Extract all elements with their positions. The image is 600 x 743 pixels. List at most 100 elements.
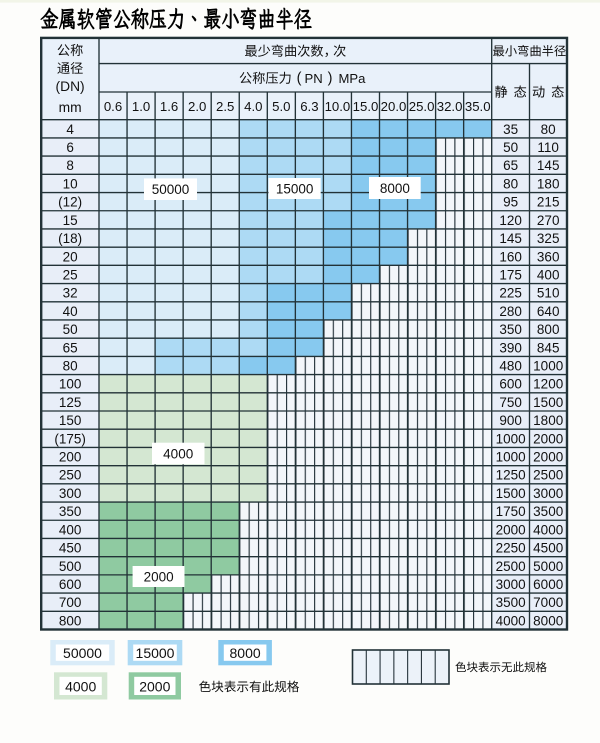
svg-text:5.0: 5.0 bbox=[272, 99, 290, 114]
svg-text:(175): (175) bbox=[54, 431, 86, 446]
svg-text:270: 270 bbox=[537, 213, 560, 228]
svg-text:125: 125 bbox=[59, 395, 82, 410]
svg-text:2000: 2000 bbox=[533, 450, 563, 465]
svg-text:35.0: 35.0 bbox=[465, 99, 491, 114]
svg-text:750: 750 bbox=[499, 395, 522, 410]
svg-text:300: 300 bbox=[59, 486, 82, 501]
svg-text:0.6: 0.6 bbox=[104, 99, 122, 114]
svg-text:1000: 1000 bbox=[496, 431, 526, 446]
svg-text:700: 700 bbox=[59, 595, 82, 610]
svg-text:400: 400 bbox=[59, 522, 82, 537]
svg-text:7000: 7000 bbox=[533, 595, 563, 610]
svg-text:15.0: 15.0 bbox=[353, 99, 379, 114]
svg-text:4000: 4000 bbox=[496, 613, 526, 628]
svg-text:80: 80 bbox=[503, 176, 518, 191]
svg-text:110: 110 bbox=[537, 140, 559, 155]
svg-text:100: 100 bbox=[59, 377, 82, 392]
svg-text:1200: 1200 bbox=[533, 377, 563, 392]
svg-text:15000: 15000 bbox=[136, 645, 175, 661]
svg-text:400: 400 bbox=[537, 268, 560, 283]
svg-text:350: 350 bbox=[59, 504, 82, 519]
svg-text:3000: 3000 bbox=[533, 486, 563, 501]
svg-text:PN: PN bbox=[305, 71, 323, 86]
svg-text:4500: 4500 bbox=[533, 541, 563, 556]
svg-text:(12): (12) bbox=[58, 195, 82, 210]
svg-text:4000: 4000 bbox=[65, 678, 96, 694]
svg-text:MPa: MPa bbox=[339, 71, 367, 86]
svg-text:3500: 3500 bbox=[496, 595, 526, 610]
svg-text:480: 480 bbox=[499, 359, 522, 374]
svg-text:8000: 8000 bbox=[380, 181, 410, 196]
svg-text:390: 390 bbox=[499, 340, 522, 355]
svg-text:175: 175 bbox=[499, 268, 522, 283]
svg-text:640: 640 bbox=[537, 304, 560, 319]
svg-text:1500: 1500 bbox=[496, 486, 526, 501]
svg-text:6000: 6000 bbox=[533, 577, 563, 592]
svg-text:65: 65 bbox=[503, 158, 518, 173]
svg-text:5000: 5000 bbox=[533, 559, 563, 574]
svg-text:225: 225 bbox=[499, 286, 522, 301]
svg-text:2000: 2000 bbox=[144, 570, 174, 585]
svg-text:250: 250 bbox=[59, 468, 82, 483]
svg-text:800: 800 bbox=[537, 322, 560, 337]
svg-text:1.0: 1.0 bbox=[132, 99, 150, 114]
svg-text:845: 845 bbox=[537, 340, 560, 355]
svg-text:510: 510 bbox=[537, 286, 560, 301]
svg-text:10.0: 10.0 bbox=[325, 99, 351, 114]
svg-text:2250: 2250 bbox=[496, 541, 526, 556]
svg-text:1250: 1250 bbox=[496, 468, 526, 483]
svg-text:1800: 1800 bbox=[533, 413, 563, 428]
svg-text:360: 360 bbox=[537, 249, 560, 264]
svg-text:32.0: 32.0 bbox=[437, 99, 463, 114]
svg-text:500: 500 bbox=[59, 559, 82, 574]
svg-text:215: 215 bbox=[537, 195, 560, 210]
svg-text:4: 4 bbox=[66, 122, 74, 137]
svg-text:80: 80 bbox=[541, 122, 556, 137]
svg-text:450: 450 bbox=[59, 541, 82, 556]
svg-text:1000: 1000 bbox=[533, 359, 563, 374]
svg-text:10: 10 bbox=[63, 176, 78, 191]
svg-text:(18): (18) bbox=[58, 231, 82, 246]
svg-text:50: 50 bbox=[503, 140, 518, 155]
svg-text:(: ( bbox=[297, 71, 302, 87]
svg-text:1.6: 1.6 bbox=[160, 99, 178, 114]
svg-text:15: 15 bbox=[63, 213, 78, 228]
svg-text:50: 50 bbox=[63, 322, 78, 337]
svg-text:120: 120 bbox=[499, 213, 522, 228]
svg-text:160: 160 bbox=[499, 249, 522, 264]
svg-text:40: 40 bbox=[63, 304, 78, 319]
svg-text:95: 95 bbox=[503, 195, 518, 210]
svg-text:8000: 8000 bbox=[230, 645, 261, 661]
svg-text:325: 325 bbox=[537, 231, 560, 246]
svg-text:50000: 50000 bbox=[63, 645, 102, 661]
svg-text:1500: 1500 bbox=[533, 395, 563, 410]
svg-text:2500: 2500 bbox=[533, 468, 563, 483]
svg-text:800: 800 bbox=[59, 613, 82, 628]
svg-text:1000: 1000 bbox=[496, 450, 526, 465]
svg-text:25: 25 bbox=[63, 268, 78, 283]
svg-text:15000: 15000 bbox=[276, 182, 314, 197]
svg-text:20: 20 bbox=[63, 249, 78, 264]
svg-text:3000: 3000 bbox=[496, 577, 526, 592]
svg-text:3500: 3500 bbox=[533, 504, 563, 519]
svg-text:35: 35 bbox=[503, 122, 518, 137]
svg-text:150: 150 bbox=[59, 413, 82, 428]
svg-text:8: 8 bbox=[66, 158, 74, 173]
svg-text:4000: 4000 bbox=[533, 522, 563, 537]
svg-text:600: 600 bbox=[59, 577, 82, 592]
svg-text:4000: 4000 bbox=[163, 447, 193, 462]
svg-text:80: 80 bbox=[63, 359, 78, 374]
svg-text:2.5: 2.5 bbox=[216, 99, 234, 114]
svg-text:2000: 2000 bbox=[496, 522, 526, 537]
svg-text:350: 350 bbox=[499, 322, 522, 337]
svg-text:mm: mm bbox=[59, 100, 82, 115]
svg-text:2500: 2500 bbox=[496, 559, 526, 574]
svg-text:145: 145 bbox=[499, 231, 522, 246]
svg-text:180: 180 bbox=[537, 176, 560, 191]
svg-text:2.0: 2.0 bbox=[188, 99, 206, 114]
svg-text:25.0: 25.0 bbox=[409, 99, 435, 114]
svg-text:900: 900 bbox=[499, 413, 522, 428]
svg-text:200: 200 bbox=[59, 450, 82, 465]
svg-text:8000: 8000 bbox=[533, 613, 563, 628]
svg-text:1750: 1750 bbox=[496, 504, 526, 519]
